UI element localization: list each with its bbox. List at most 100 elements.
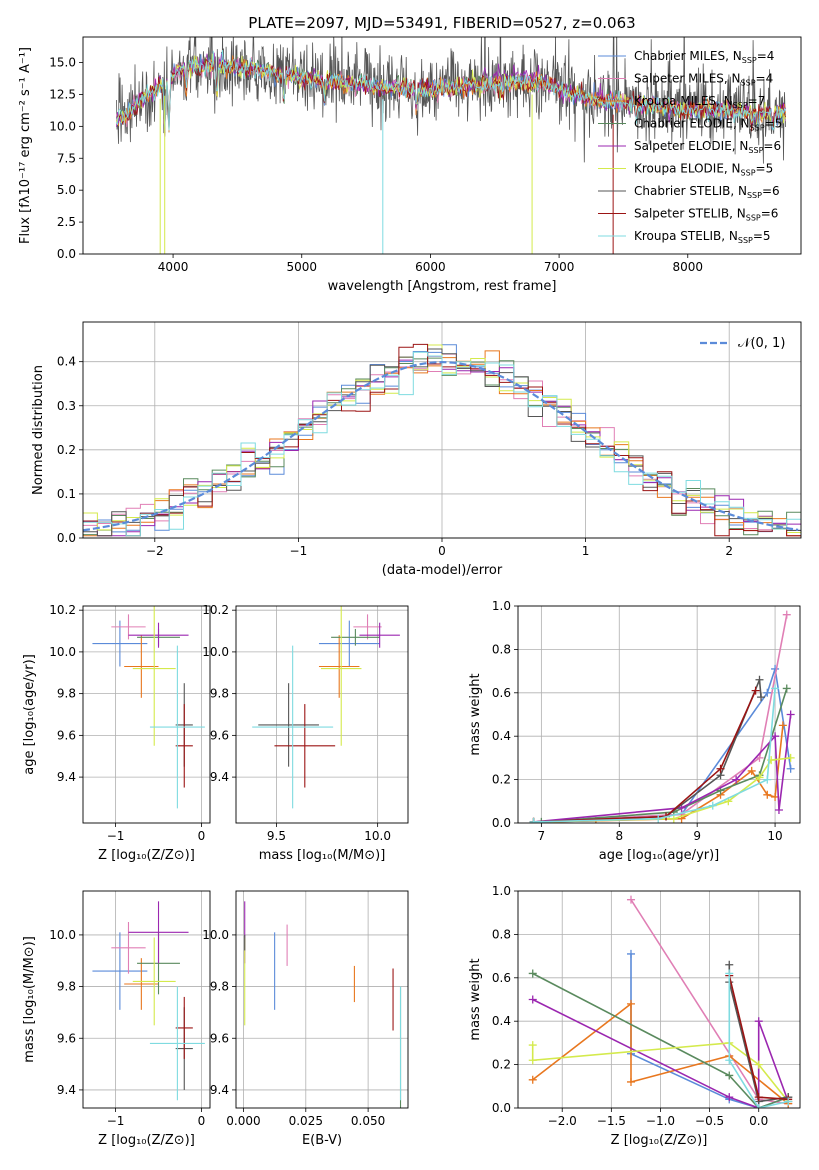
y-tick-label: 9.4 [57,770,76,784]
weight-marker [669,814,678,823]
x-tick-label: −1 [107,829,125,843]
legend-subscript: SSP [733,101,748,110]
weight-line-kroupa-stelib [728,973,789,1108]
x-tick-label: 0.0 [749,1114,768,1128]
y-tick-label: 0.0 [57,531,76,545]
weight-marker [782,684,791,693]
x-tick-label: 2 [725,544,733,558]
weight-marker [725,960,734,969]
legend-subscript: SSP [738,236,753,245]
weight-marker [725,1056,734,1065]
legend-value: =5 [756,162,774,176]
y-tick-label: 0.6 [492,971,511,985]
weight-marker [786,710,795,719]
legend: 𝒩(0, 1) [700,336,785,351]
weight-marker [754,1060,763,1069]
weight-marker [528,1056,537,1065]
y-tick-label: 5.0 [57,183,76,197]
legend-value: =5 [765,117,783,131]
axes-frame [82,605,211,824]
weight-line-kroupa-miles [533,725,784,823]
x-tick-label: −1 [107,1114,125,1128]
x-tick-label: 1 [582,544,590,558]
weight-marker [763,775,772,784]
x-axis-label: Z [log₁₀(Z/Z⊙)] [98,848,195,863]
legend-value: =6 [761,207,779,221]
y-tick-label: 9.6 [57,1031,76,1045]
plot-area [529,610,795,823]
weight-marker [626,895,635,904]
y-axis-label: Flux [fλ10⁻¹⁷ erg cm⁻² s⁻¹ A⁻¹] [18,47,33,244]
x-tick-label: 0.025 [289,1114,323,1128]
weight-marker [751,686,760,695]
weight-line-chabrier-elodie [541,688,788,823]
y-tick-label: 9.8 [57,980,76,994]
y-tick-label: 0.8 [492,642,511,656]
weight-marker [774,805,783,814]
weight-marker [754,1093,763,1102]
x-tick-label: 4000 [158,260,189,274]
weight-marker [755,675,764,684]
x-tick-label: 7000 [544,260,575,274]
legend-subscript: SSP [750,124,765,133]
x-tick-label: −0.5 [695,1114,724,1128]
weight-marker [528,995,537,1004]
x-tick-label: 9 [693,829,701,843]
plot-area [92,901,205,1101]
y-tick-label: 0.0 [492,1101,511,1115]
weight-marker [626,1077,635,1086]
legend-subscript: SSP [748,146,763,155]
weight-marker [654,814,663,823]
plot-area [83,343,801,537]
normal-curve [83,360,799,532]
x-axis-label: mass [log₁₀(M/M⊙)] [259,848,386,863]
figure-title: PLATE=2097, MJD=53491, FIBERID=0527, z=0… [248,14,635,32]
weight-marker [732,775,741,784]
weight-marker [755,753,764,762]
weight-marker [528,1075,537,1084]
y-tick-label: 10.0 [49,119,76,133]
weight-marker [716,764,725,773]
axes-frame [235,890,409,1109]
y-tick-label: 10.0 [202,928,229,942]
y-axis-label: age [log₁₀(age/yr)] [22,654,37,775]
legend-label: Kroupa STELIB, NSSP=5 [634,229,771,245]
x-tick-label: 5000 [286,260,317,274]
plot-area [244,901,402,1108]
weight-marker [784,1097,793,1106]
y-tick-label: 7.5 [57,151,76,165]
y-tick-label: 2.5 [57,215,76,229]
y-tick-label: 0.8 [492,927,511,941]
y-tick-label: 9.4 [210,1083,229,1097]
x-tick-label: 0.000 [226,1114,260,1128]
legend-label: Chabrier MILES, NSSP=4 [634,49,774,65]
x-tick-label: 10 [767,829,782,843]
weight-marker [757,693,766,702]
x-axis-label: age [log₁₀(age/yr)] [599,848,720,863]
y-tick-label: 9.6 [57,728,76,742]
x-axis-label: (data-model)/error [382,563,503,578]
weight-line-salpeter-elodie [532,998,789,1108]
weight-marker [754,1104,763,1108]
weight-line-salpeter-elodie [533,714,792,823]
y-tick-label: 15.0 [49,56,76,70]
x-tick-label: 10.0 [364,829,391,843]
y-tick-label: 10.0 [49,928,76,942]
x-tick-label: −2 [146,544,164,558]
weight-marker [771,664,780,673]
x-tick-label: 6000 [415,260,446,274]
x-tick-label: 0.050 [351,1114,385,1128]
legend-subscript: SSP [741,79,756,88]
y-tick-label: 9.8 [210,980,229,994]
weight-line-salpeter-stelib [533,690,757,823]
y-tick-label: 10.2 [49,603,76,617]
weight-line-chabrier-miles [533,668,792,823]
axes-frame [517,605,801,824]
x-tick-label: −1.5 [597,1114,626,1128]
legend-subscript: SSP [747,191,762,200]
y-tick-label: 0.0 [57,247,76,261]
legend-label: Kroupa MILES, NSSP=7 [634,94,765,110]
x-tick-label: −2.0 [548,1114,577,1128]
y-tick-label: 9.8 [57,687,76,701]
legend-label: Chabrier STELIB, NSSP=6 [634,184,780,200]
